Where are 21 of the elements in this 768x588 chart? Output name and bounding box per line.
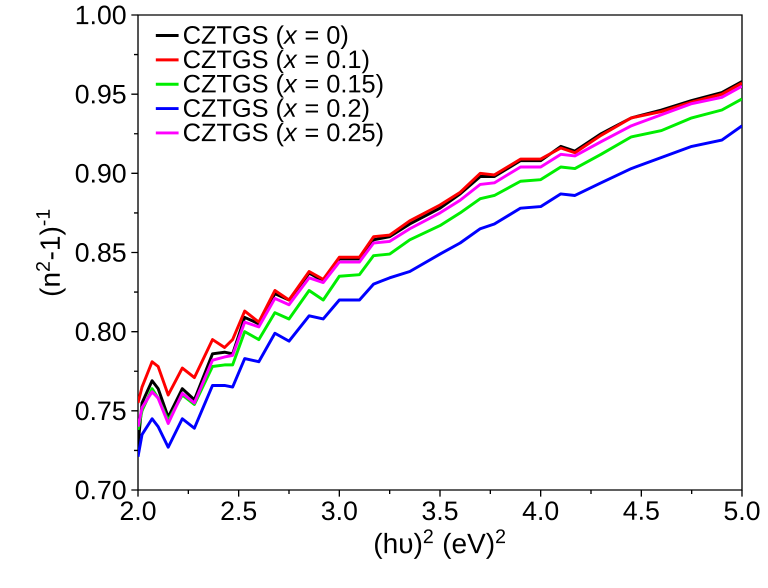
legend-label: CZTGS (x = 0.2) [184, 98, 368, 122]
legend-label: CZTGS (x = 0.25) [184, 122, 382, 146]
y-tick-label: 0.75 [76, 401, 126, 420]
legend-label: CZTGS (x = 0.15) [184, 74, 382, 98]
x-tick-label: 2.0 [120, 501, 156, 520]
legend-label: CZTGS (x = 0.1) [184, 50, 368, 74]
x-tick-label: 3.5 [422, 501, 458, 520]
x-tick-label: 4.5 [623, 501, 659, 520]
x-tick-label: 3.0 [322, 501, 357, 520]
x-tick-label: 4.0 [522, 501, 558, 520]
x-tick-label: 2.5 [221, 501, 256, 520]
y-tick-label: 1.00 [76, 6, 126, 24]
x-tick-label: 5.0 [724, 501, 760, 520]
y-tick-label: 0.80 [76, 322, 126, 342]
x-axis-title: (hυ)$^{2}$ (eV)$^{2}$ [375, 529, 506, 559]
y-tick-label: 0.90 [76, 164, 126, 183]
y-tick-label: 0.70 [76, 480, 126, 500]
legend-label: CZTGS (x = 0) [184, 25, 348, 49]
y-tick-label: 0.95 [76, 84, 126, 104]
y-tick-label: 0.85 [76, 243, 126, 262]
y-axis-title: (n$^{2}$-1)$^{-1}$ [36, 210, 66, 296]
